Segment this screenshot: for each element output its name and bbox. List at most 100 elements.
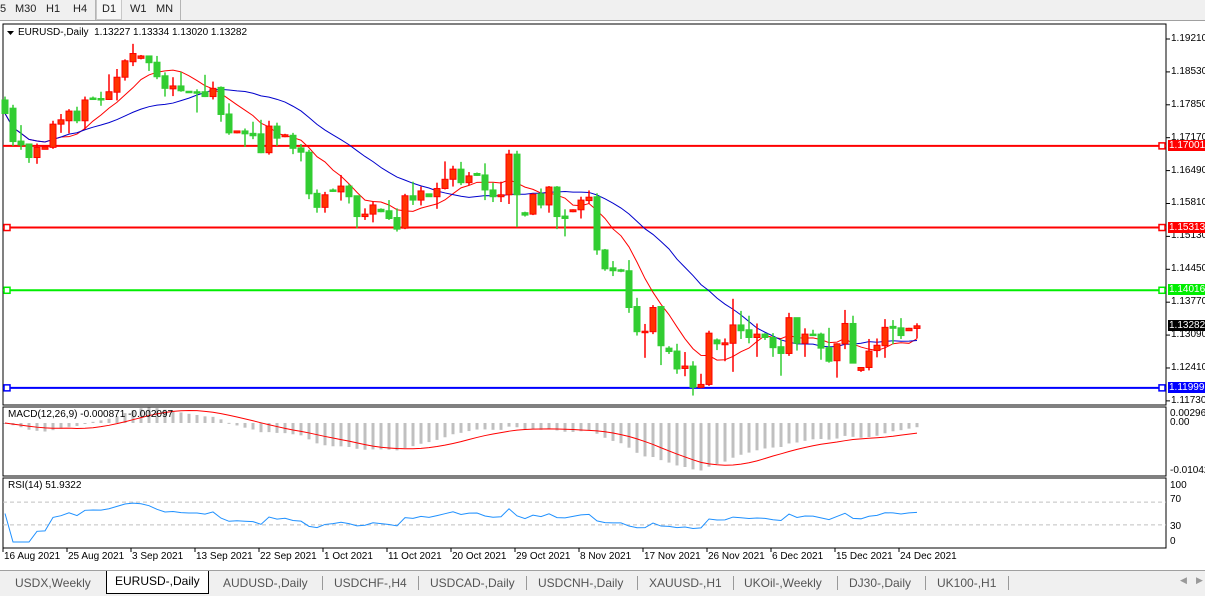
timeframe-m30[interactable]: M30 <box>15 3 37 15</box>
bullish-candle <box>641 323 649 358</box>
macd-histogram-bar <box>739 423 743 455</box>
candle-body <box>425 193 433 198</box>
level-handle-icon <box>1158 384 1166 392</box>
candle-body <box>449 168 457 180</box>
bearish-candle <box>769 333 777 357</box>
macd-histogram-bar <box>291 423 295 435</box>
bullish-candle <box>881 319 889 358</box>
timeframe-h4[interactable]: H4 <box>73 3 88 15</box>
candle-body <box>657 306 665 347</box>
macd-histogram-bar <box>235 423 239 426</box>
level-handle-icon <box>3 384 11 392</box>
macd-histogram-bar <box>427 423 431 443</box>
tab-usdchf-h4[interactable]: USDCHF-,H4 <box>334 576 407 590</box>
macd-histogram-bar <box>419 423 423 444</box>
candle-body <box>321 194 329 208</box>
bearish-candle <box>409 181 417 205</box>
candle-body <box>601 249 609 270</box>
candle-body <box>65 110 73 122</box>
timeframe-toolbar: 5 M30 H1 H4 D1 W1 MN <box>0 0 1205 21</box>
level-handle-icon <box>3 286 11 295</box>
tab-eurusd-daily[interactable]: EURUSD-,Daily <box>106 571 209 594</box>
macd-histogram-bar <box>803 423 807 441</box>
date-axis-label: 24 Dec 2021 <box>900 551 957 562</box>
date-axis-label: 17 Nov 2021 <box>644 551 701 562</box>
tab-uk100-h1[interactable]: UK100-,H1 <box>937 576 997 590</box>
bullish-candle <box>105 74 113 100</box>
bullish-candle <box>169 77 177 97</box>
date-axis-label: 16 Aug 2021 <box>4 551 61 562</box>
candle-body <box>673 350 681 370</box>
bearish-candle <box>809 329 817 337</box>
bullish-candle <box>137 54 145 60</box>
bearish-candle <box>457 161 465 186</box>
timeframe-h1[interactable]: H1 <box>46 3 61 15</box>
bullish-candle <box>433 182 441 209</box>
candle-body <box>169 85 177 90</box>
macd-histogram-bar <box>99 420 103 423</box>
candle-body <box>625 270 633 309</box>
candle-body <box>585 196 593 202</box>
candle-body <box>233 130 241 134</box>
price-axis-label: 1.14450 <box>1171 263 1205 275</box>
tab-separator <box>733 576 734 590</box>
candle-body <box>665 347 673 353</box>
collapse-triangle-icon[interactable] <box>7 31 14 35</box>
price-axis-label: 1.13770 <box>1171 296 1205 308</box>
bearish-candle <box>849 315 857 364</box>
macd-label: MACD(12,26,9) -0.000871 -0.002097 <box>8 409 174 420</box>
bearish-candle <box>1 96 9 115</box>
macd-histogram-bar <box>83 423 87 424</box>
macd-histogram-bar <box>75 423 79 427</box>
bullish-candle <box>449 165 457 187</box>
macd-histogram-bar <box>555 423 559 431</box>
macd-histogram-bar <box>779 423 783 448</box>
timeframe-mn[interactable]: MN <box>156 3 174 15</box>
tab-audusd-daily[interactable]: AUDUSD-,Daily <box>223 576 308 590</box>
macd-histogram-bar <box>395 423 399 451</box>
candle-body <box>337 185 345 193</box>
bearish-candle <box>825 327 833 363</box>
timeframe-w1[interactable]: W1 <box>130 3 147 15</box>
date-axis-label: 22 Sep 2021 <box>260 551 317 562</box>
timeframe-m5[interactable]: 5 <box>0 3 7 15</box>
tab-usdx-weekly[interactable]: USDX,Weekly <box>15 576 91 590</box>
tab-usdcad-daily[interactable]: USDCAD-,Daily <box>430 576 515 590</box>
timeframe-d1[interactable]: D1 <box>95 0 123 20</box>
macd-histogram-bar <box>355 423 359 449</box>
candle-body <box>545 186 553 206</box>
candle-body <box>913 325 921 329</box>
bearish-candle <box>353 195 361 229</box>
bullish-candle <box>505 149 513 204</box>
macd-histogram-bar <box>579 423 583 432</box>
macd-histogram-bar <box>755 423 759 451</box>
bearish-candle <box>561 209 569 237</box>
tab-usdcnh-daily[interactable]: USDCNH-,Daily <box>538 576 624 590</box>
macd-histogram-bar <box>635 423 639 453</box>
macd-histogram-bar <box>259 423 263 433</box>
bullish-candle <box>545 186 553 213</box>
level-price-box: 1.14016 <box>1168 284 1205 296</box>
macd-histogram-bar <box>659 423 663 461</box>
date-axis-label: 29 Oct 2021 <box>516 551 571 562</box>
level-handle-icon <box>1158 286 1166 295</box>
candle-body <box>393 217 401 230</box>
candle-body <box>593 196 601 251</box>
tab-separator <box>322 576 323 590</box>
price-chart[interactable] <box>0 21 1205 570</box>
bullish-candle <box>321 191 329 213</box>
macd-histogram-bar <box>611 423 615 441</box>
macd-histogram-bar <box>835 423 839 439</box>
macd-histogram-bar <box>267 423 271 433</box>
candle-body <box>561 215 569 219</box>
scroll-left-icon[interactable]: ◀ <box>1180 575 1187 585</box>
tab-dj30-daily[interactable]: DJ30-,Daily <box>849 576 912 590</box>
date-axis-label: 6 Dec 2021 <box>772 551 824 562</box>
candle-body <box>553 186 561 218</box>
tab-xauusd-h1[interactable]: XAUUSD-,H1 <box>649 576 722 590</box>
macd-histogram-bar <box>875 423 879 436</box>
tab-ukoil-weekly[interactable]: UKOil-,Weekly <box>744 576 822 590</box>
bearish-candle <box>425 193 433 198</box>
macd-histogram-bar <box>587 423 591 431</box>
scroll-right-icon[interactable]: ▶ <box>1196 575 1203 585</box>
